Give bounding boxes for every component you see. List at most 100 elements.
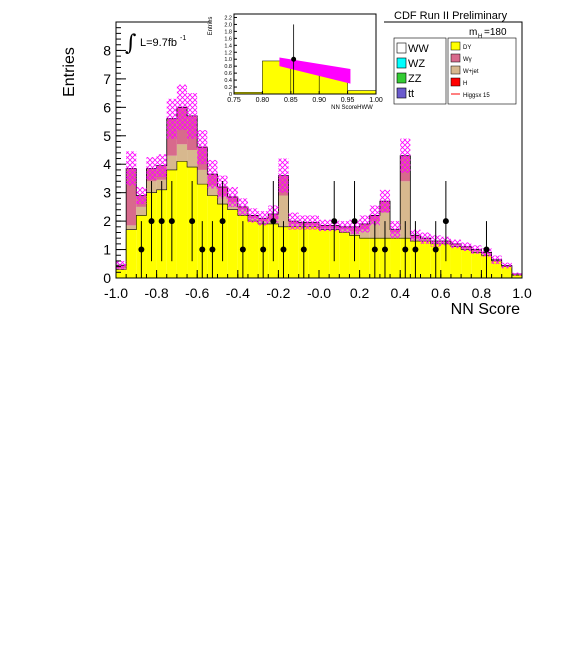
uncertainty-bin-1	[126, 151, 137, 186]
main-plot: -1.0 -0.8 -0.6 -0.4 -0.2 -0.0 0.2 0.4 0.6 0.8 1.0 …	[61, 21, 532, 318]
inset-y-tick-label-2: 0.4	[224, 78, 232, 84]
mass-subscript: H	[478, 34, 482, 40]
y-tick-label-8: 8	[103, 42, 111, 58]
data-point-1	[148, 218, 155, 225]
legend-swatch-WW	[396, 42, 407, 54]
uncertainty-bin-14	[258, 211, 269, 226]
x-tick-label-3: -0.4	[226, 285, 250, 301]
y-tick-label-2: 2	[103, 213, 111, 229]
legend-label-DY: DY	[463, 45, 471, 51]
uncertainty-bin-4	[156, 154, 167, 178]
y-tick-label-6: 6	[103, 99, 111, 115]
x-tick-label-1: -0.8	[145, 285, 169, 301]
legend-swatch-Wgamma	[450, 53, 461, 63]
data-point-2	[158, 218, 165, 225]
y-tick-label-4: 4	[103, 156, 111, 172]
luminosity-text: L=9.7fb	[140, 37, 177, 49]
bar-Wjet-5	[166, 155, 177, 170]
inset-uncertainty-band	[279, 57, 351, 84]
legend-label-H: H	[463, 81, 467, 87]
inset-x-tick-label-1: 0.80	[256, 97, 270, 104]
bar-DY-33	[450, 246, 462, 278]
data-point-20	[442, 218, 449, 225]
uncertainty-bin-2	[136, 186, 147, 205]
uncertainty-bin-12	[237, 198, 248, 216]
data-point-11	[280, 246, 287, 253]
legend-label-ttbar: tt	[408, 88, 414, 100]
bar-Wjet-8	[197, 169, 208, 185]
x-tick-label-6: 0.2	[350, 285, 370, 301]
legend-swatch-WZ	[396, 57, 407, 69]
bar-Wjet-16	[278, 195, 289, 227]
inset-y-ticks: 00.20.40.60.81.01.21.41.61.82.02.2	[224, 15, 237, 98]
inset-x-tick-label-2: 0.85	[284, 97, 298, 104]
x-tick-label-2: -0.6	[185, 285, 209, 301]
uncertainty-bin-33	[450, 239, 462, 249]
uncertainty-bin-19	[308, 215, 319, 230]
data-point-17	[402, 246, 409, 253]
legend-right-entries: DY Wγ W+jet H Higgsx 15	[450, 41, 490, 99]
y-tick-label-1: 1	[103, 242, 111, 258]
bar-Wjet-2	[136, 206, 147, 216]
bar-DY-38	[501, 266, 512, 278]
main-x-ticks: -1.0 -0.8 -0.6 -0.4 -0.2 -0.0 0.2 0.4 0.6 0.8 1.0	[104, 270, 532, 301]
uncertainty-bin-35	[471, 245, 482, 254]
data-point-3	[168, 218, 175, 225]
inset-x-axis-label: NN ScoreHWW	[331, 105, 373, 111]
bar-DY-0	[116, 269, 127, 278]
bar-Wjet-1	[126, 225, 137, 230]
bar-DY-13	[247, 221, 259, 278]
uncertainty-bin-34	[461, 242, 472, 251]
data-points	[138, 181, 490, 278]
uncertainty-bin-6	[176, 84, 188, 131]
data-point-9	[260, 246, 267, 253]
uncertainty-bin-5	[166, 98, 177, 139]
mass-label: m H =180	[469, 27, 507, 40]
x-tick-label-8: 0.6	[431, 285, 451, 301]
legend-label-Higgs: Higgsx 15	[463, 93, 490, 99]
legend-left-entries: WW WZ ZZ tt	[396, 42, 429, 100]
data-point-7	[219, 218, 226, 225]
inset-data-points	[291, 24, 297, 94]
inset-y-axis-label: Entries	[208, 17, 214, 36]
inset-frame	[233, 13, 377, 95]
bar-DY-27	[390, 238, 401, 278]
inset-x-ticks: 0.75 0.80 0.85 0.90 0.95 1.00	[227, 91, 383, 104]
inset-band-shape	[279, 57, 351, 84]
x-tick-label-10: 1.0	[512, 285, 532, 301]
x-tick-label-0: -1.0	[104, 285, 128, 301]
uncertainty-bin-26	[379, 189, 391, 213]
data-point-5	[199, 246, 206, 253]
bar-Wjet-28	[400, 181, 411, 239]
y-tick-label-3: 3	[103, 185, 111, 201]
data-point-15	[371, 246, 378, 253]
legend-label-Wgamma: Wγ	[463, 57, 472, 63]
uncertainty-bin-25	[369, 205, 380, 226]
uncertainty-bin-30	[420, 232, 431, 244]
uncertainty-bin-28	[400, 138, 411, 173]
inset-y-tick-label-10: 2.0	[224, 22, 232, 28]
inset-y-tick-label-5: 1.0	[224, 57, 232, 63]
uncertainty-bin-20	[319, 219, 330, 232]
bar-DY-39	[511, 275, 522, 278]
inset-y-tick-label-3: 0.6	[224, 71, 232, 77]
main-y-ticks: 0 1 2 3 4 5 6 7 8	[103, 21, 126, 286]
luminosity-exponent: -1	[180, 35, 186, 42]
x-tick-label-5: -0.0	[307, 285, 331, 301]
uncertainty-bin-27	[390, 221, 401, 239]
bar-Wgamma-1	[126, 168, 137, 226]
legend-label-WZ: WZ	[408, 58, 425, 70]
mass-m: m	[469, 27, 477, 38]
y-tick-label-7: 7	[103, 71, 111, 87]
uncertainty-bin-22	[339, 221, 350, 233]
data-point-0	[138, 246, 145, 253]
data-point-18	[412, 246, 419, 253]
x-axis-label: NN Score	[451, 301, 520, 318]
mass-value: =180	[484, 27, 507, 38]
data-point-16	[381, 246, 388, 253]
x-tick-label-4: -0.2	[266, 285, 290, 301]
bar-DY-34	[461, 249, 472, 278]
uncertainty-bin-17	[288, 212, 299, 230]
x-tick-label-7: 0.4	[390, 285, 410, 301]
inset-data-point-0	[291, 56, 297, 62]
